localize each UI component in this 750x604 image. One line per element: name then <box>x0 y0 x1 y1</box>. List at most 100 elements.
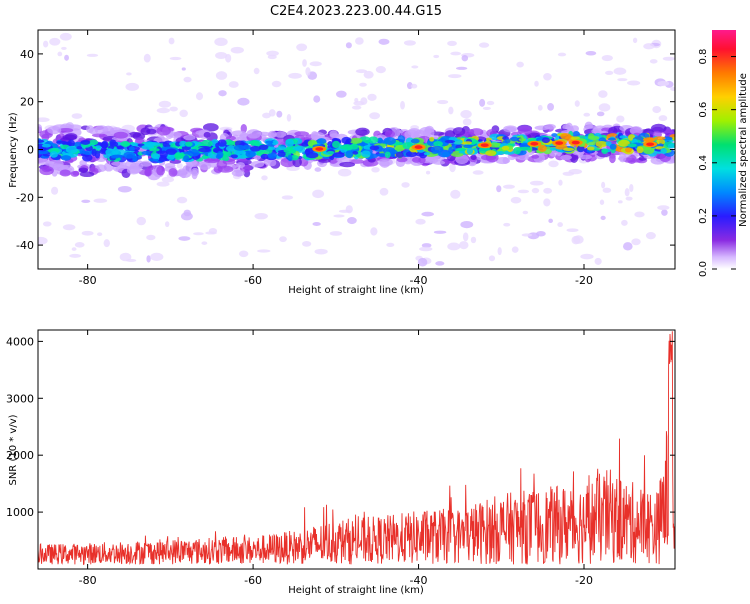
heatmap-cell <box>67 139 75 147</box>
heatmap-cell <box>537 144 547 152</box>
heatmap-cell <box>415 218 426 225</box>
heatmap-cell <box>619 135 628 139</box>
heatmap-cell <box>71 113 83 119</box>
heatmap-cell <box>367 93 377 101</box>
heatmap-cell <box>262 112 271 119</box>
heatmap-cell <box>423 152 431 156</box>
heatmap-cell <box>254 212 268 220</box>
heatmap-cell <box>128 146 135 152</box>
heatmap-cell <box>58 127 74 133</box>
heatmap-cell <box>79 148 85 154</box>
heatmap-cell <box>125 82 140 91</box>
heatmap-cell <box>370 227 378 236</box>
heatmap-cell <box>302 241 312 247</box>
heatmap-cell <box>57 51 63 57</box>
heatmap-cell <box>480 143 489 147</box>
heatmap-cell <box>629 126 643 136</box>
heatmap-cell <box>449 163 456 173</box>
heatmap-cell <box>49 37 61 46</box>
heatmap-cell <box>369 112 381 120</box>
heatmap-cell <box>472 170 484 175</box>
heatmap-cell <box>345 42 352 49</box>
heatmap-cell <box>178 168 187 174</box>
heatmap-cell <box>363 70 374 79</box>
heatmap-cell <box>518 146 532 151</box>
heatmap-cell <box>169 56 182 61</box>
heatmap-cell <box>566 228 579 232</box>
heatmap-cell <box>222 156 230 162</box>
heatmap-cell <box>339 145 352 150</box>
heatmap-cell <box>447 40 457 46</box>
heatmap-cell <box>337 168 352 177</box>
heatmap-cell <box>598 103 611 112</box>
heatmap-cell <box>38 124 43 132</box>
heatmap-cell <box>345 150 354 159</box>
heatmap-cell <box>309 61 322 67</box>
heatmap-cell <box>580 253 594 260</box>
heatmap-cell <box>65 145 78 154</box>
heatmap-cell <box>81 230 94 236</box>
heatmap-cell <box>435 261 445 266</box>
y-tick-label: 2000 <box>6 449 34 462</box>
colorbar-tick-label: 0.0 <box>698 261 709 277</box>
heatmap-cell <box>667 143 675 149</box>
heatmap-cell <box>421 211 434 217</box>
heatmap-cell <box>375 66 386 74</box>
heatmap-cell <box>279 236 287 243</box>
heatmap-cell <box>462 118 472 126</box>
heatmap-cell <box>609 143 617 150</box>
heatmap-cell <box>510 136 519 142</box>
heatmap-cell <box>548 160 559 168</box>
heatmap-cell <box>403 40 416 46</box>
heatmap-cell <box>326 150 335 154</box>
snr-panel: 4000 3000 2000 1000 -80 -60 -40 -20 SNR (10 * … <box>6 329 676 596</box>
heatmap-cell <box>543 198 551 207</box>
heatmap-cell <box>312 189 325 199</box>
heatmap-cell <box>503 125 518 133</box>
y-tick-label: -20 <box>16 191 34 204</box>
heatmap-cell <box>216 160 228 169</box>
heatmap-cell <box>463 141 472 145</box>
y-tick-label: 20 <box>20 96 34 109</box>
heatmap-cell <box>257 249 271 253</box>
heatmap-cell <box>645 232 656 240</box>
heatmap-cell <box>261 175 268 181</box>
heatmap-cell <box>450 51 462 56</box>
heatmap-cell <box>349 137 363 144</box>
heatmap-cell <box>79 171 95 178</box>
heatmap-cell <box>354 97 359 103</box>
heatmap-cell <box>560 133 572 140</box>
heatmap-cell <box>627 80 641 86</box>
heatmap-cell <box>551 133 558 137</box>
heatmap-cell <box>656 138 665 145</box>
heatmap-cell <box>579 154 592 160</box>
heatmap-cell <box>352 150 359 155</box>
heatmap-cell <box>563 147 575 151</box>
heatmap-cell <box>274 131 287 138</box>
heatmap-cell <box>103 239 110 248</box>
heatmap-cell <box>156 181 170 187</box>
heatmap-cell <box>486 100 495 106</box>
heatmap-cell <box>277 151 286 157</box>
snr-frame <box>37 329 676 570</box>
heatmap-cell <box>617 200 623 204</box>
heatmap-cell <box>43 40 49 48</box>
heatmap-cell <box>405 151 418 158</box>
heatmap-cell <box>531 187 540 194</box>
heatmap-cell <box>80 139 91 145</box>
heatmap-cell <box>521 233 533 237</box>
heatmap-cell <box>602 187 612 193</box>
heatmap-cell <box>573 235 584 244</box>
snr-y-label: SNR (10 * v/v) <box>8 414 19 485</box>
heatmap-cell <box>234 140 245 147</box>
heatmap-cell <box>314 167 322 172</box>
heatmap-cell <box>377 158 393 167</box>
heatmap-cell <box>38 150 49 155</box>
heatmap-cell <box>268 109 276 117</box>
heatmap-cell <box>650 123 667 133</box>
snr-series-line <box>38 331 675 566</box>
heatmap-cell <box>423 127 435 138</box>
heatmap-cell <box>504 138 511 144</box>
heatmap-cell <box>455 66 468 70</box>
heatmap-cell <box>253 67 260 75</box>
